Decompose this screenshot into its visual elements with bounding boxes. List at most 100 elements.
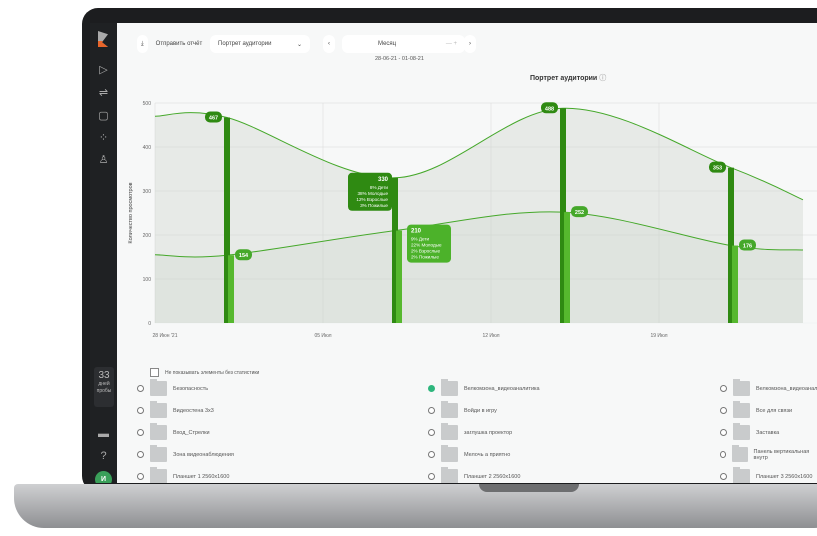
- tooltip-line: 12% Взрослые: [356, 197, 388, 202]
- list-item[interactable]: Заставка: [720, 423, 780, 440]
- report-select[interactable]: Портрет аудитории ⌄: [210, 35, 310, 53]
- x-tick-label: 28 Июн '21: [153, 333, 178, 339]
- radio-button[interactable]: [428, 407, 435, 414]
- item-label: Планшет 3 2560х1600: [756, 473, 813, 480]
- value-label: 154: [239, 253, 249, 259]
- avatar[interactable]: И: [95, 471, 112, 483]
- radio-button[interactable]: [137, 385, 144, 392]
- list-item[interactable]: Войди в игру: [428, 401, 497, 418]
- value-label: 488: [545, 106, 554, 112]
- laptop-base: [14, 484, 817, 528]
- list-item[interactable]: Видеостена 3х3: [137, 401, 214, 418]
- zoom-in-button[interactable]: +: [453, 41, 457, 47]
- x-tick-label: 05 Июл: [314, 333, 331, 339]
- list-item[interactable]: Мелочь а приятно: [428, 445, 510, 462]
- item-label: Вход_Стрелки: [173, 429, 210, 436]
- bar-upper: [560, 108, 566, 323]
- list-item[interactable]: Велкомзона_видеоаналитика: [720, 379, 817, 396]
- trial-days: 33: [98, 370, 110, 381]
- series-area: [155, 211, 803, 323]
- list-item[interactable]: Безопасность: [137, 379, 208, 396]
- bar-lower: [396, 230, 402, 323]
- radio-button[interactable]: [720, 451, 727, 458]
- radio-button[interactable]: [137, 429, 144, 436]
- item-label: Панель вертикальная внутр: [753, 448, 810, 461]
- x-tick-label: 12 Июл: [482, 333, 499, 339]
- radio-button[interactable]: [720, 473, 727, 480]
- app-screen: ▷ ⇌ ▢ ⁘ ♙ 33 дней пробы ▬ ? И ⤓ Отправит…: [90, 23, 817, 483]
- bar-lower: [564, 212, 570, 323]
- tooltip-line: 38% Молодые: [357, 191, 388, 196]
- sidebar: ▷ ⇌ ▢ ⁘ ♙ 33 дней пробы ▬ ? И: [90, 23, 117, 483]
- y-tick-label: 200: [143, 233, 152, 239]
- radio-button[interactable]: [428, 473, 435, 480]
- report-select-value: Портрет аудитории: [218, 41, 272, 47]
- next-button[interactable]: ›: [464, 35, 476, 53]
- zoom-out-button[interactable]: —: [445, 41, 452, 47]
- document-icon[interactable]: ▢: [98, 110, 109, 122]
- folder-icon: [150, 445, 167, 462]
- value-badge: [541, 102, 558, 114]
- filter-icon[interactable]: ⇌: [98, 87, 109, 99]
- value-badge: [739, 239, 756, 251]
- period-select[interactable]: Месяц — +: [342, 35, 465, 53]
- item-label: Войди в игру: [464, 407, 497, 414]
- series-area: [155, 108, 803, 323]
- radio-button[interactable]: [428, 451, 435, 458]
- loading-icon[interactable]: ⁘: [98, 132, 109, 144]
- folder-icon: [150, 379, 167, 396]
- radio-button[interactable]: [720, 385, 727, 392]
- value-label: 176: [743, 244, 752, 250]
- hide-empty-checkbox[interactable]: Не показывать элементы без статистики: [150, 368, 259, 377]
- item-label: заглушка проектор: [464, 429, 513, 436]
- list-item[interactable]: Зона видеонаблюдения: [137, 445, 234, 462]
- send-report-button[interactable]: ⤓ Отправить отчёт: [137, 35, 202, 53]
- list-item[interactable]: Планшет 3 2560х1600: [720, 467, 813, 483]
- user-icon[interactable]: ♙: [98, 154, 109, 166]
- monitor-icon[interactable]: ▬: [98, 428, 109, 440]
- list-item[interactable]: Планшет 1 2560х1600: [137, 467, 229, 483]
- folder-icon: [733, 379, 750, 396]
- tooltip-value: 330: [378, 177, 389, 183]
- item-label: Зона видеонаблюдения: [173, 451, 234, 458]
- tooltip-box: [407, 224, 451, 263]
- folder-icon: [150, 467, 167, 483]
- radio-button[interactable]: [720, 407, 727, 414]
- download-icon: ⤓: [137, 35, 148, 53]
- bar-upper: [392, 177, 398, 323]
- list-item[interactable]: Панель вертикальная внутр: [720, 445, 817, 462]
- value-badge: [205, 111, 222, 123]
- radio-button[interactable]: [137, 451, 144, 458]
- tooltip-line: 2% Взрослые: [411, 249, 440, 254]
- bar-upper: [728, 167, 734, 323]
- folder-icon: [732, 445, 748, 462]
- list-item[interactable]: заглушка проектор: [428, 423, 513, 440]
- list-item[interactable]: Все для связи: [720, 401, 792, 418]
- folder-icon: [441, 423, 458, 440]
- help-icon[interactable]: ?: [100, 450, 107, 462]
- play-icon[interactable]: ▷: [99, 64, 108, 76]
- item-label: Видеостена 3х3: [173, 407, 214, 414]
- value-label: 353: [713, 166, 722, 172]
- send-report-label: Отправить отчёт: [155, 41, 203, 47]
- bar-lower: [732, 245, 738, 323]
- list-item[interactable]: Вход_Стрелки: [137, 423, 210, 440]
- list-item[interactable]: Планшет 2 2560х1600: [428, 467, 520, 483]
- tooltip-line: 3% Пожилые: [360, 203, 388, 208]
- bar-lower: [228, 255, 234, 323]
- item-label: Заставка: [756, 429, 780, 436]
- tooltip-line: 9% Дети: [411, 237, 430, 242]
- radio-button[interactable]: [720, 429, 727, 436]
- period-value: Месяц: [378, 41, 397, 47]
- tooltip-line: 2% Пожилые: [411, 255, 439, 260]
- radio-button[interactable]: [428, 429, 435, 436]
- folder-icon: [150, 423, 167, 440]
- prev-button[interactable]: ‹: [323, 35, 335, 53]
- audience-chart: 0 100 200 300 400 500 28 Июн '21 05 Июл 12 Июл 19…: [128, 101, 817, 339]
- list-item[interactable]: Велкомзона_видеоаналитика: [428, 379, 540, 396]
- radio-button[interactable]: [137, 473, 144, 480]
- radio-button[interactable]: [137, 407, 144, 414]
- radio-button[interactable]: [428, 385, 435, 392]
- folder-icon: [441, 379, 458, 396]
- y-tick-label: 100: [143, 277, 152, 283]
